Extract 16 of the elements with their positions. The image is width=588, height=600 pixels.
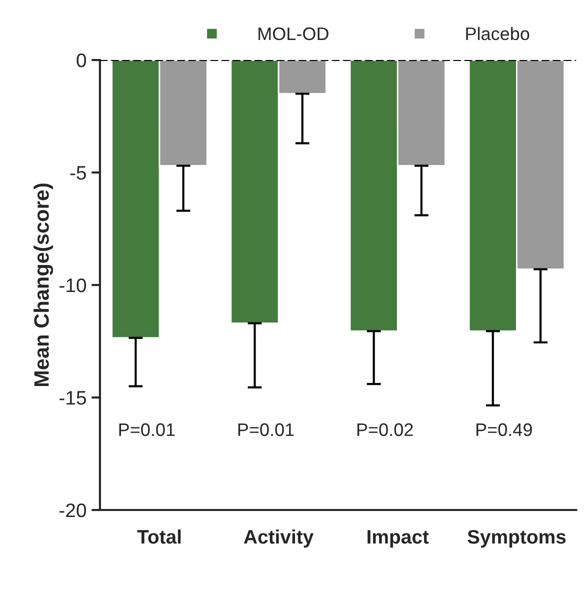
x-tick-label: Activity <box>244 529 314 548</box>
x-tick-label: Total <box>137 529 181 544</box>
annotation: P=0.49 <box>476 423 532 436</box>
x-tick-label: Symptoms <box>468 530 566 548</box>
y-tick-label: 0 <box>76 53 86 68</box>
annotation: P=0.01 <box>119 423 175 436</box>
legend-label: Placebo <box>466 26 530 40</box>
y-axis-title: Mean Change(score) <box>34 184 54 386</box>
y-tick-label: -5 <box>70 166 86 180</box>
y-tick-label: -15 <box>60 391 86 405</box>
x-tick-label: Impact <box>368 530 429 548</box>
y-tick-label: -20 <box>60 503 86 518</box>
annotation: P=0.02 <box>357 423 413 436</box>
annotation: P=0.01 <box>238 423 294 436</box>
legend-label: MOL-OD <box>258 27 328 40</box>
y-tick-label: -10 <box>60 278 86 292</box>
